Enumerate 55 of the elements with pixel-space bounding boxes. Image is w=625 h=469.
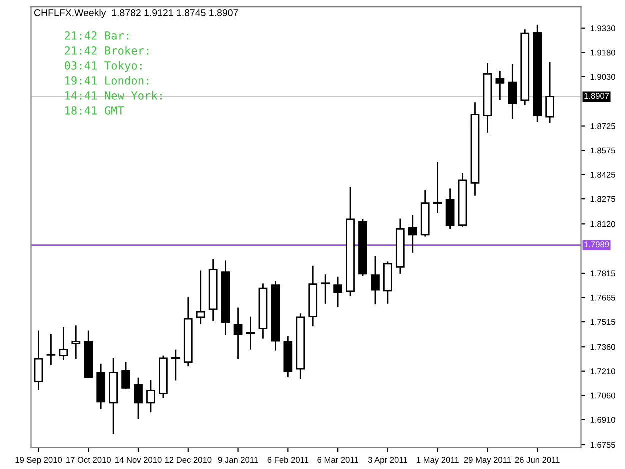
y-tick-label: 1.7665 bbox=[590, 294, 616, 301]
candlestick bbox=[546, 62, 555, 124]
annotation: 03:41 Tokyo: bbox=[64, 61, 142, 72]
x-tick-label: 29 May 2011 bbox=[464, 457, 512, 465]
candlestick bbox=[171, 349, 180, 382]
candlestick bbox=[34, 330, 44, 392]
annotation: 18:41 GMT bbox=[66, 106, 124, 115]
y-tick-label: 1.8575 bbox=[590, 148, 616, 154]
candlestick bbox=[246, 316, 256, 351]
candlestick bbox=[371, 255, 380, 306]
y-tick-label: 1.9030 bbox=[590, 74, 616, 80]
y-tick-label: 1.7060 bbox=[590, 392, 616, 399]
candlestick bbox=[146, 379, 156, 414]
candlestick bbox=[72, 324, 81, 360]
chart-title: CHFLFX,Weekly 1.8782 1.9121 1.8745 1.8907 bbox=[34, 9, 238, 18]
annotation: 21:42 Bar: bbox=[65, 32, 128, 40]
annotation: 21:42 Broker: bbox=[65, 46, 149, 55]
candlestick bbox=[408, 214, 418, 254]
y-tick-label: 1.7360 bbox=[590, 344, 616, 350]
y-tick-label: 1.8425 bbox=[590, 172, 616, 178]
x-tick-label: 19 Sep 2010 bbox=[16, 457, 62, 465]
candlestick bbox=[334, 276, 342, 308]
x-tick-label: 1 May 2011 bbox=[416, 457, 459, 465]
candlestick bbox=[122, 362, 130, 390]
x-tick-label: 9 Jan 2011 bbox=[218, 457, 258, 464]
y-tick-label: 1.6755 bbox=[590, 442, 616, 448]
candlestick bbox=[508, 64, 518, 120]
candlestick bbox=[321, 274, 330, 305]
candlestick bbox=[59, 326, 68, 361]
x-tick-label: 17 Oct 2010 bbox=[66, 457, 111, 464]
y-tick-label: 1.7815 bbox=[590, 270, 616, 277]
x-tick-label: 14 Nov 2010 bbox=[116, 457, 162, 464]
y-tick-label: 1.7515 bbox=[590, 319, 616, 326]
x-tick-label: 6 Feb 2011 bbox=[268, 456, 309, 464]
y-tick-label: 1.9180 bbox=[590, 50, 616, 56]
ref-line-label: 1.8907 bbox=[584, 93, 610, 100]
candlestick bbox=[496, 70, 505, 101]
annotation: 14:41 New York: bbox=[66, 91, 162, 100]
candlestick bbox=[196, 270, 206, 325]
x-tick-label: 26 Jun 2011 bbox=[515, 457, 560, 464]
ref-line-label: 1.7989 bbox=[584, 242, 610, 248]
y-tick-label: 1.8275 bbox=[590, 196, 616, 202]
candlestick bbox=[234, 307, 243, 360]
y-tick-label: 1.7210 bbox=[590, 368, 616, 374]
y-tick-label: 1.8120 bbox=[590, 221, 616, 228]
x-tick-label: 3 Apr 2011 bbox=[368, 457, 408, 465]
candlestick bbox=[46, 333, 56, 366]
y-tick-label: 1.6910 bbox=[590, 417, 616, 424]
annotation: 19:41 London: bbox=[66, 76, 149, 85]
y-tick-label: 1.8725 bbox=[590, 123, 616, 130]
x-tick-label: 6 Mar 2011 bbox=[318, 457, 358, 464]
y-tick-label: 1.9330 bbox=[590, 26, 616, 32]
x-tick-label: 12 Dec 2010 bbox=[165, 457, 212, 464]
candlestick bbox=[433, 161, 442, 214]
candlestick bbox=[134, 377, 143, 420]
